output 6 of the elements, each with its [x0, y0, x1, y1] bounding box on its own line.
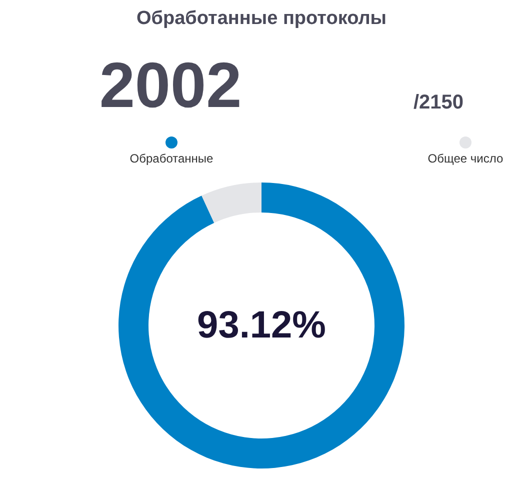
- text: 2002: [99, 49, 242, 121]
- text: /2150: [413, 92, 464, 114]
- legend-label: Общее число: [428, 152, 504, 166]
- text: 93.12%: [197, 304, 326, 346]
- chart-title: Обработанные протоколы: [136, 8, 387, 29]
- legend-label: Обработанные: [130, 152, 214, 166]
